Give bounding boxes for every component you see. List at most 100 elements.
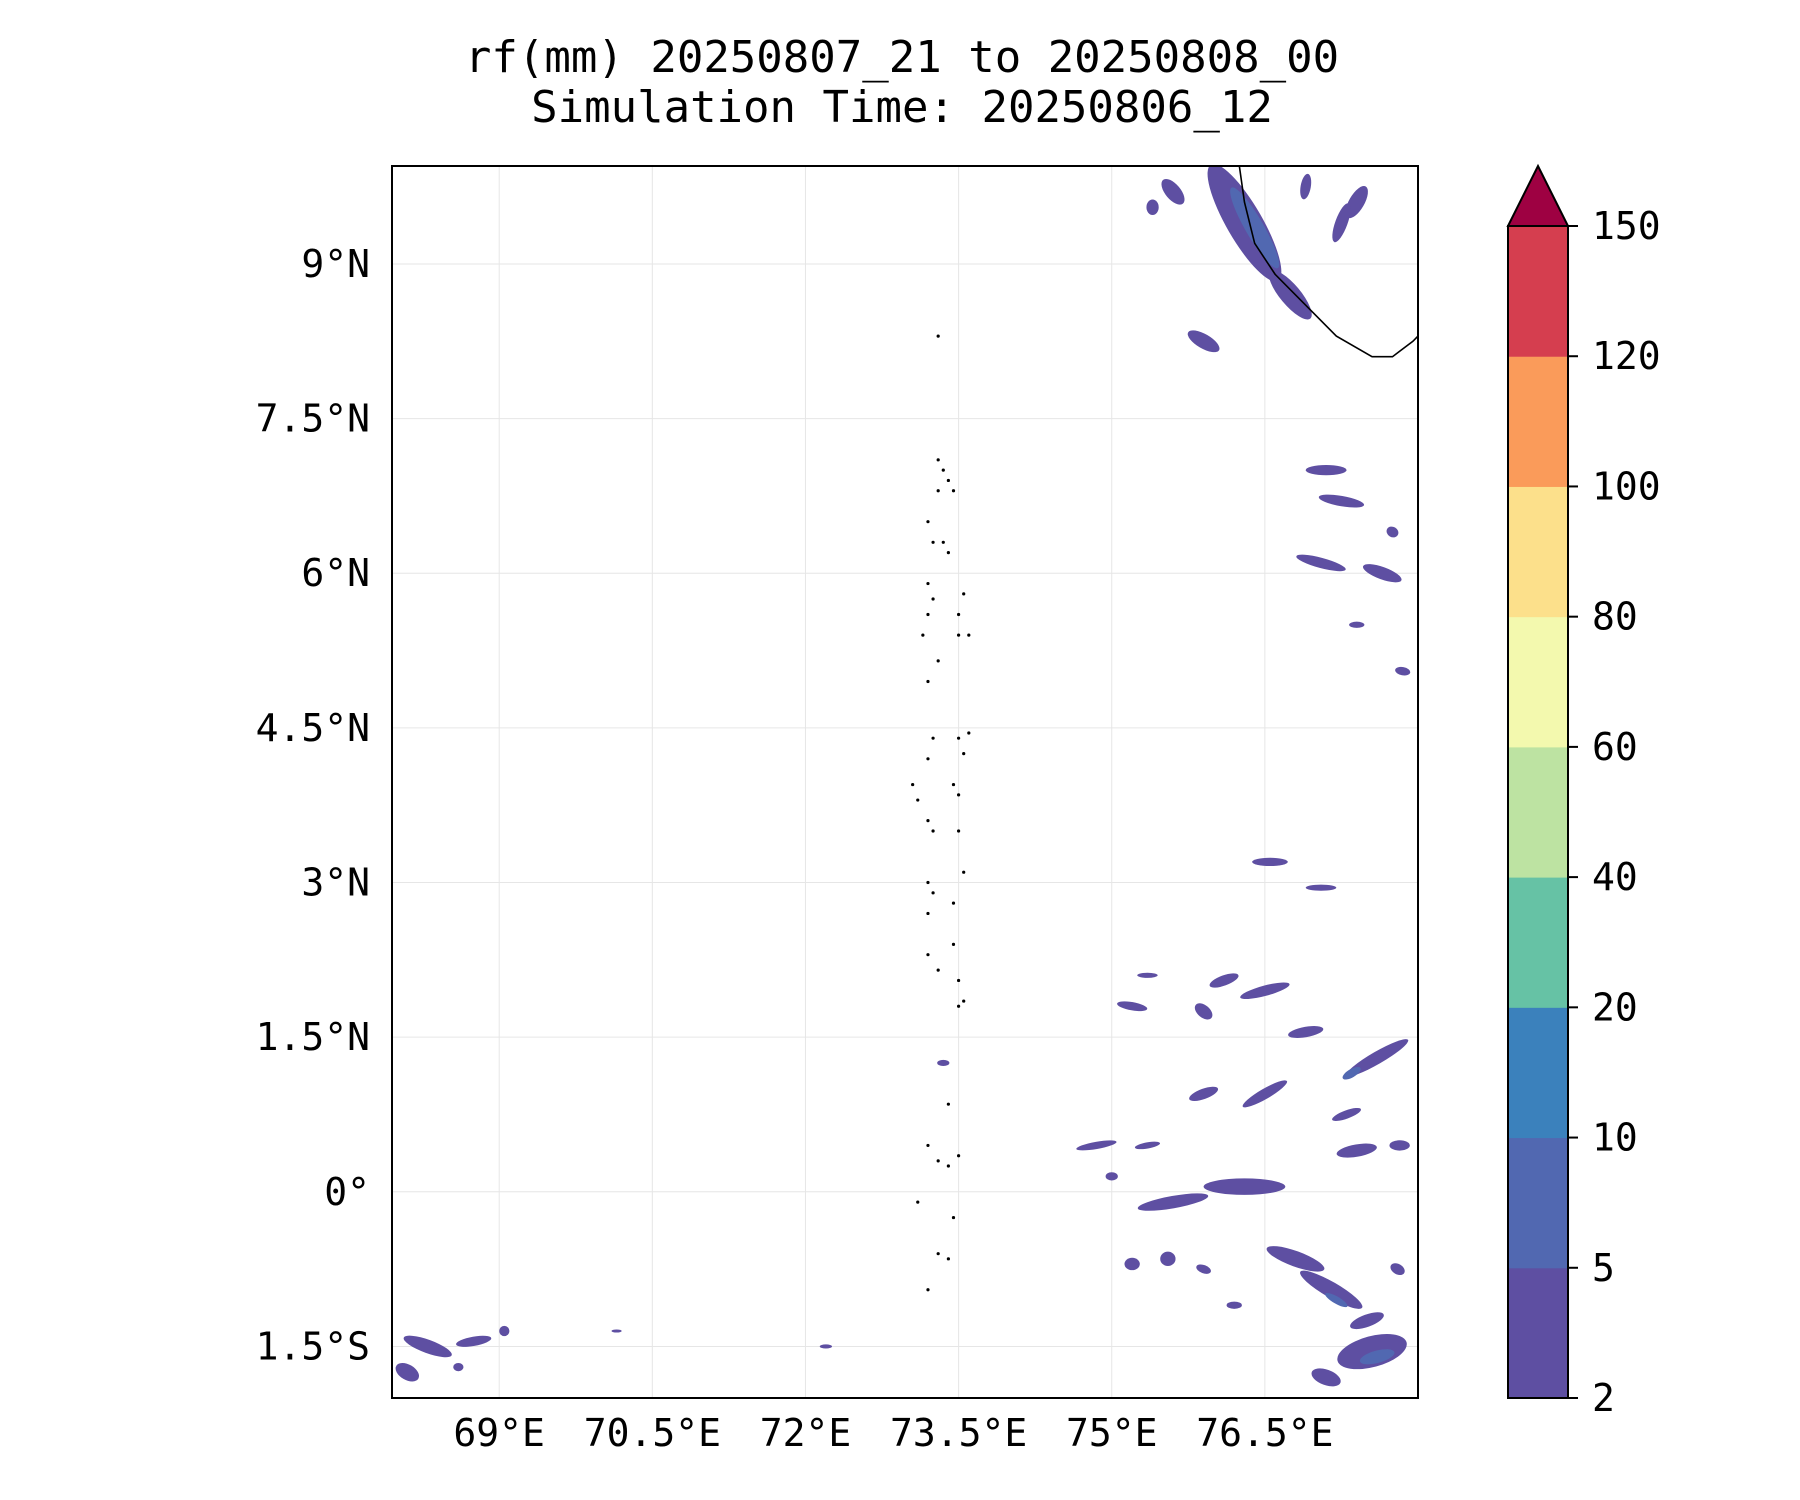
colorbar: 2 5 10 20 40 60 80 100 120 150 bbox=[1506, 163, 1661, 1420]
island-outline bbox=[916, 798, 920, 802]
lat-tick-label: 3°N bbox=[301, 861, 370, 905]
rain-cell bbox=[1288, 1026, 1324, 1038]
rain-cell bbox=[1240, 982, 1290, 1000]
island-outline bbox=[926, 911, 930, 916]
map-background bbox=[392, 166, 1418, 1398]
lat-tick-label: 1.5°N bbox=[256, 1015, 370, 1059]
rain-cell bbox=[1389, 1140, 1410, 1151]
island-outline bbox=[926, 819, 930, 823]
island-outline bbox=[962, 999, 966, 1003]
island-outline bbox=[931, 829, 935, 833]
island-outline bbox=[936, 489, 940, 493]
island-outline bbox=[926, 757, 930, 761]
colorbar-segment bbox=[1508, 877, 1568, 1008]
rain-cell bbox=[1332, 1107, 1361, 1122]
island-outline bbox=[967, 633, 971, 637]
rain-cell bbox=[1137, 1193, 1209, 1211]
rain-cell bbox=[1137, 972, 1158, 978]
rain-cell bbox=[499, 1325, 510, 1337]
rain-cell bbox=[1161, 178, 1185, 205]
rain-cell bbox=[1386, 526, 1399, 538]
rain-cell bbox=[1332, 203, 1351, 243]
island-outline bbox=[936, 334, 940, 338]
island-outline bbox=[956, 1004, 961, 1008]
island-outline bbox=[962, 592, 966, 596]
rainfall-contours bbox=[395, 166, 1411, 1387]
colorbar-segment bbox=[1508, 1007, 1568, 1139]
colorbar-segment bbox=[1508, 1137, 1568, 1269]
lat-tick-label: 0° bbox=[324, 1170, 370, 1214]
island-outline bbox=[967, 731, 971, 735]
rain-cell bbox=[1226, 1301, 1242, 1309]
island-outline bbox=[926, 953, 930, 957]
rain-cell bbox=[1146, 199, 1159, 215]
rain-cell bbox=[1203, 1178, 1286, 1195]
island-outline bbox=[931, 736, 935, 740]
colorbar-segment bbox=[1508, 1267, 1568, 1399]
rain-cell bbox=[1196, 1264, 1211, 1274]
colorbar-segment bbox=[1508, 616, 1568, 748]
rain-cell bbox=[1390, 1263, 1405, 1276]
island-outline bbox=[951, 489, 956, 493]
rain-cell bbox=[1300, 1270, 1363, 1309]
island-outline bbox=[931, 597, 935, 601]
island-outline bbox=[951, 901, 956, 905]
colorbar-tick-label: 100 bbox=[1592, 464, 1661, 508]
colorbar-segment bbox=[1508, 226, 1568, 357]
island-outline bbox=[921, 633, 925, 637]
rain-cell bbox=[1350, 1312, 1384, 1330]
colorbar-segment bbox=[1508, 356, 1568, 487]
island-outline bbox=[956, 978, 961, 983]
rain-cell bbox=[1189, 1086, 1219, 1102]
island-outline bbox=[951, 1215, 956, 1220]
colorbar-tick-label: 10 bbox=[1592, 1116, 1638, 1160]
figure-title-line1: rf(mm) 20250807_21 to 20250808_00 bbox=[465, 32, 1339, 83]
island-outline bbox=[936, 1159, 940, 1163]
island-outline bbox=[956, 633, 961, 637]
lat-tick-label: 1.5°S bbox=[256, 1324, 370, 1368]
rain-cell bbox=[1318, 494, 1365, 508]
rain-cell bbox=[1242, 1080, 1288, 1108]
rain-cell bbox=[1325, 1292, 1348, 1308]
rain-cell bbox=[1076, 1140, 1117, 1151]
island-outline bbox=[956, 829, 961, 833]
colorbar-segment bbox=[1508, 486, 1568, 618]
colorbar-tick-label: 2 bbox=[1592, 1376, 1615, 1420]
rain-cell bbox=[1117, 1001, 1148, 1012]
island-outline bbox=[926, 880, 930, 885]
island-outline bbox=[926, 679, 930, 684]
island-outline bbox=[946, 1102, 950, 1106]
rain-cell bbox=[1269, 270, 1312, 320]
map-plot-area bbox=[391, 165, 1419, 1399]
india-coastline bbox=[1238, 166, 1418, 358]
lat-tick-label: 7.5°N bbox=[256, 397, 370, 441]
rain-cell bbox=[611, 1329, 622, 1333]
lat-tick-label: 9°N bbox=[301, 242, 370, 286]
rain-cell bbox=[1305, 884, 1337, 891]
colorbar-tick-label: 80 bbox=[1592, 595, 1638, 639]
rain-cell bbox=[1134, 1141, 1161, 1150]
rain-cell bbox=[1337, 1334, 1407, 1370]
island-outline bbox=[926, 581, 930, 586]
colorbar-extend-arrow bbox=[1506, 163, 1570, 227]
rain-cell bbox=[453, 1362, 464, 1372]
rain-cell bbox=[1359, 1349, 1395, 1365]
island-outline bbox=[951, 942, 956, 946]
island-outline bbox=[916, 1200, 920, 1204]
rain-cell bbox=[1266, 1246, 1325, 1272]
rain-cell bbox=[403, 1335, 452, 1358]
island-outline bbox=[926, 520, 930, 524]
longitude-ticks: 69°E 70.5°E 72°E 73.5°E 75°E 76.5°E bbox=[453, 1411, 1333, 1455]
island-outline bbox=[956, 1154, 961, 1158]
rain-cell bbox=[1349, 621, 1365, 628]
island-outline bbox=[946, 551, 950, 555]
island-outline bbox=[936, 968, 940, 972]
island-outline bbox=[936, 458, 940, 462]
colorbar-tick-label: 20 bbox=[1592, 985, 1638, 1029]
figure-title-line2: Simulation Time: 20250806_12 bbox=[531, 82, 1273, 133]
island-outline bbox=[936, 1252, 940, 1256]
island-outline bbox=[946, 478, 950, 483]
colorbar-tick-label: 120 bbox=[1592, 334, 1661, 378]
colorbar-tick-label: 5 bbox=[1592, 1246, 1615, 1290]
rain-cell bbox=[1105, 1172, 1118, 1181]
